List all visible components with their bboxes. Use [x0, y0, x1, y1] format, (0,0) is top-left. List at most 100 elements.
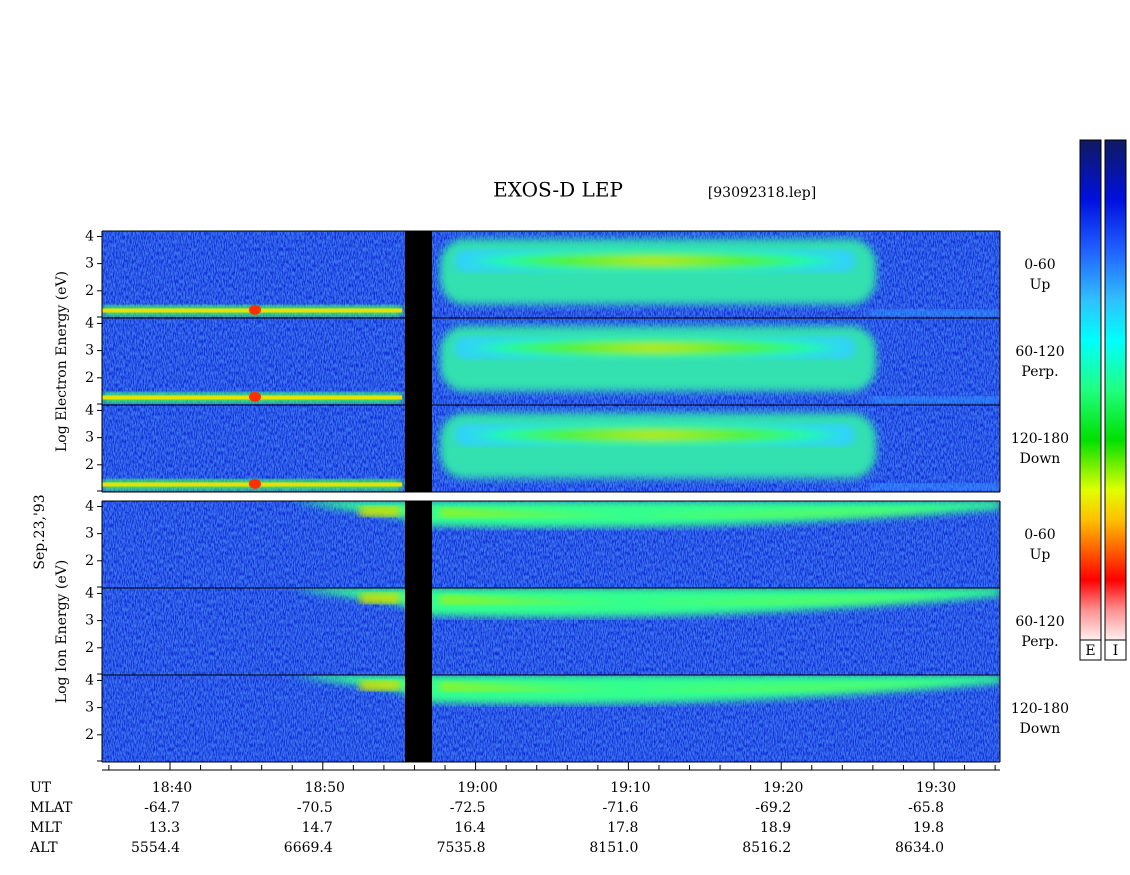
y-tick-label: 3 [85, 526, 94, 542]
ephemeris-time: 19:30 [916, 780, 956, 796]
flux-band [870, 396, 1000, 403]
y-tick-label: 2 [85, 640, 94, 656]
flux-core [360, 680, 400, 691]
spectrogram-panel [102, 588, 1000, 675]
panel-direction: Down [1020, 721, 1061, 737]
ephemeris-time: 18:40 [152, 780, 192, 796]
data-gap [405, 405, 432, 492]
y-tick-label: 4 [85, 585, 94, 601]
flux-core [360, 506, 400, 517]
ephemeris-value: 8151.0 [589, 840, 638, 856]
y-tick-label: 2 [85, 370, 94, 386]
ephemeris-value: 16.4 [454, 820, 485, 836]
y-tick-label: 3 [85, 430, 94, 446]
flux-band [870, 483, 1000, 490]
ephemeris-value: 8516.2 [742, 840, 791, 856]
ephemeris-value: -72.5 [450, 800, 486, 816]
flux-core [440, 594, 960, 605]
y-tick-label: 4 [85, 498, 94, 514]
flux-band [290, 588, 1000, 618]
y-axis-label: Log Ion Energy (eV) [54, 560, 70, 703]
panel-angle: 120-180 [1011, 431, 1069, 447]
data-gap [405, 501, 432, 588]
ephemeris-value: 6669.4 [284, 840, 333, 856]
spectrogram-panel [102, 501, 1000, 588]
ephemeris-value: 18.9 [760, 820, 791, 836]
ephemeris-value: -71.6 [602, 800, 638, 816]
colorbar [1079, 139, 1102, 641]
flux-core [360, 593, 400, 604]
panel-direction: Up [1030, 547, 1051, 563]
panel-angle: 0-60 [1024, 527, 1055, 543]
y-tick-label: 4 [85, 402, 94, 418]
subtitle: [93092318.lep] [708, 185, 816, 201]
ephemeris-label: MLT [30, 820, 62, 836]
flux-band [870, 309, 1000, 316]
y-tick-label: 2 [85, 283, 94, 299]
ephemeris-value: 7535.8 [437, 840, 486, 856]
flux-peak [249, 478, 261, 489]
ephemeris-time: 19:20 [763, 780, 803, 796]
ephemeris-value: 19.8 [913, 820, 944, 836]
ephemeris-value: -65.8 [908, 800, 944, 816]
colorbar [1104, 139, 1127, 641]
ephemeris-value: -69.2 [755, 800, 791, 816]
panel-direction: Perp. [1021, 364, 1058, 380]
spectrogram-panel [102, 405, 1000, 492]
ephemeris-time: 19:10 [610, 780, 650, 796]
panel-angle: 60-120 [1015, 614, 1064, 630]
ephemeris-value: 8634.0 [895, 840, 944, 856]
flux-core [455, 424, 855, 446]
spectrogram-panel [102, 231, 1000, 318]
flux-peak [249, 391, 261, 402]
flux-core [455, 250, 855, 272]
spectrogram-panel [102, 675, 1000, 762]
colorbar-label-box [1079, 639, 1102, 661]
ephemeris-label: MLAT [30, 800, 73, 816]
ephemeris-value: -70.5 [297, 800, 333, 816]
data-gap [405, 588, 432, 675]
panel-angle: 60-120 [1015, 344, 1064, 360]
panel-direction: Up [1030, 277, 1051, 293]
y-tick-label: 4 [85, 228, 94, 244]
date-label: Sep.23,'93 [32, 494, 48, 569]
ephemeris-time: 19:00 [457, 780, 497, 796]
y-tick-label: 2 [85, 457, 94, 473]
ephemeris-value: 5554.4 [131, 840, 180, 856]
panel-angle: 120-180 [1011, 701, 1069, 717]
data-gap [405, 231, 432, 318]
colorbar-label-box [1104, 639, 1127, 661]
ephemeris-value: 13.3 [149, 820, 180, 836]
flux-core [440, 681, 960, 692]
y-tick-label: 3 [85, 256, 94, 272]
y-tick-label: 4 [85, 672, 94, 688]
ephemeris-value: -64.7 [144, 800, 180, 816]
y-tick-label: 3 [85, 343, 94, 359]
y-tick-label: 3 [85, 700, 94, 716]
ephemeris-label: ALT [29, 840, 58, 856]
flux-core [440, 507, 960, 518]
flux-band [290, 501, 1000, 528]
flux-peak [249, 304, 261, 315]
ephemeris-value: 14.7 [302, 820, 333, 836]
ephemeris-label: UT [30, 780, 52, 796]
colorbar-label: I [1113, 643, 1119, 659]
y-tick-label: 3 [85, 613, 94, 629]
data-gap [405, 675, 432, 762]
chart-title: EXOS-D LEP [493, 178, 623, 202]
spectrogram-panel [102, 318, 1000, 405]
panel-angle: 0-60 [1024, 257, 1055, 273]
y-tick-label: 2 [85, 553, 94, 569]
y-axis-label: Log Electron Energy (eV) [54, 271, 70, 452]
panel-direction: Down [1020, 451, 1061, 467]
flux-band [290, 675, 1000, 705]
panel-direction: Perp. [1021, 634, 1058, 650]
y-tick-label: 4 [85, 315, 94, 331]
colorbar-label: E [1085, 643, 1095, 659]
ephemeris-time: 18:50 [305, 780, 345, 796]
ephemeris-value: 17.8 [607, 820, 638, 836]
flux-core [455, 337, 855, 359]
